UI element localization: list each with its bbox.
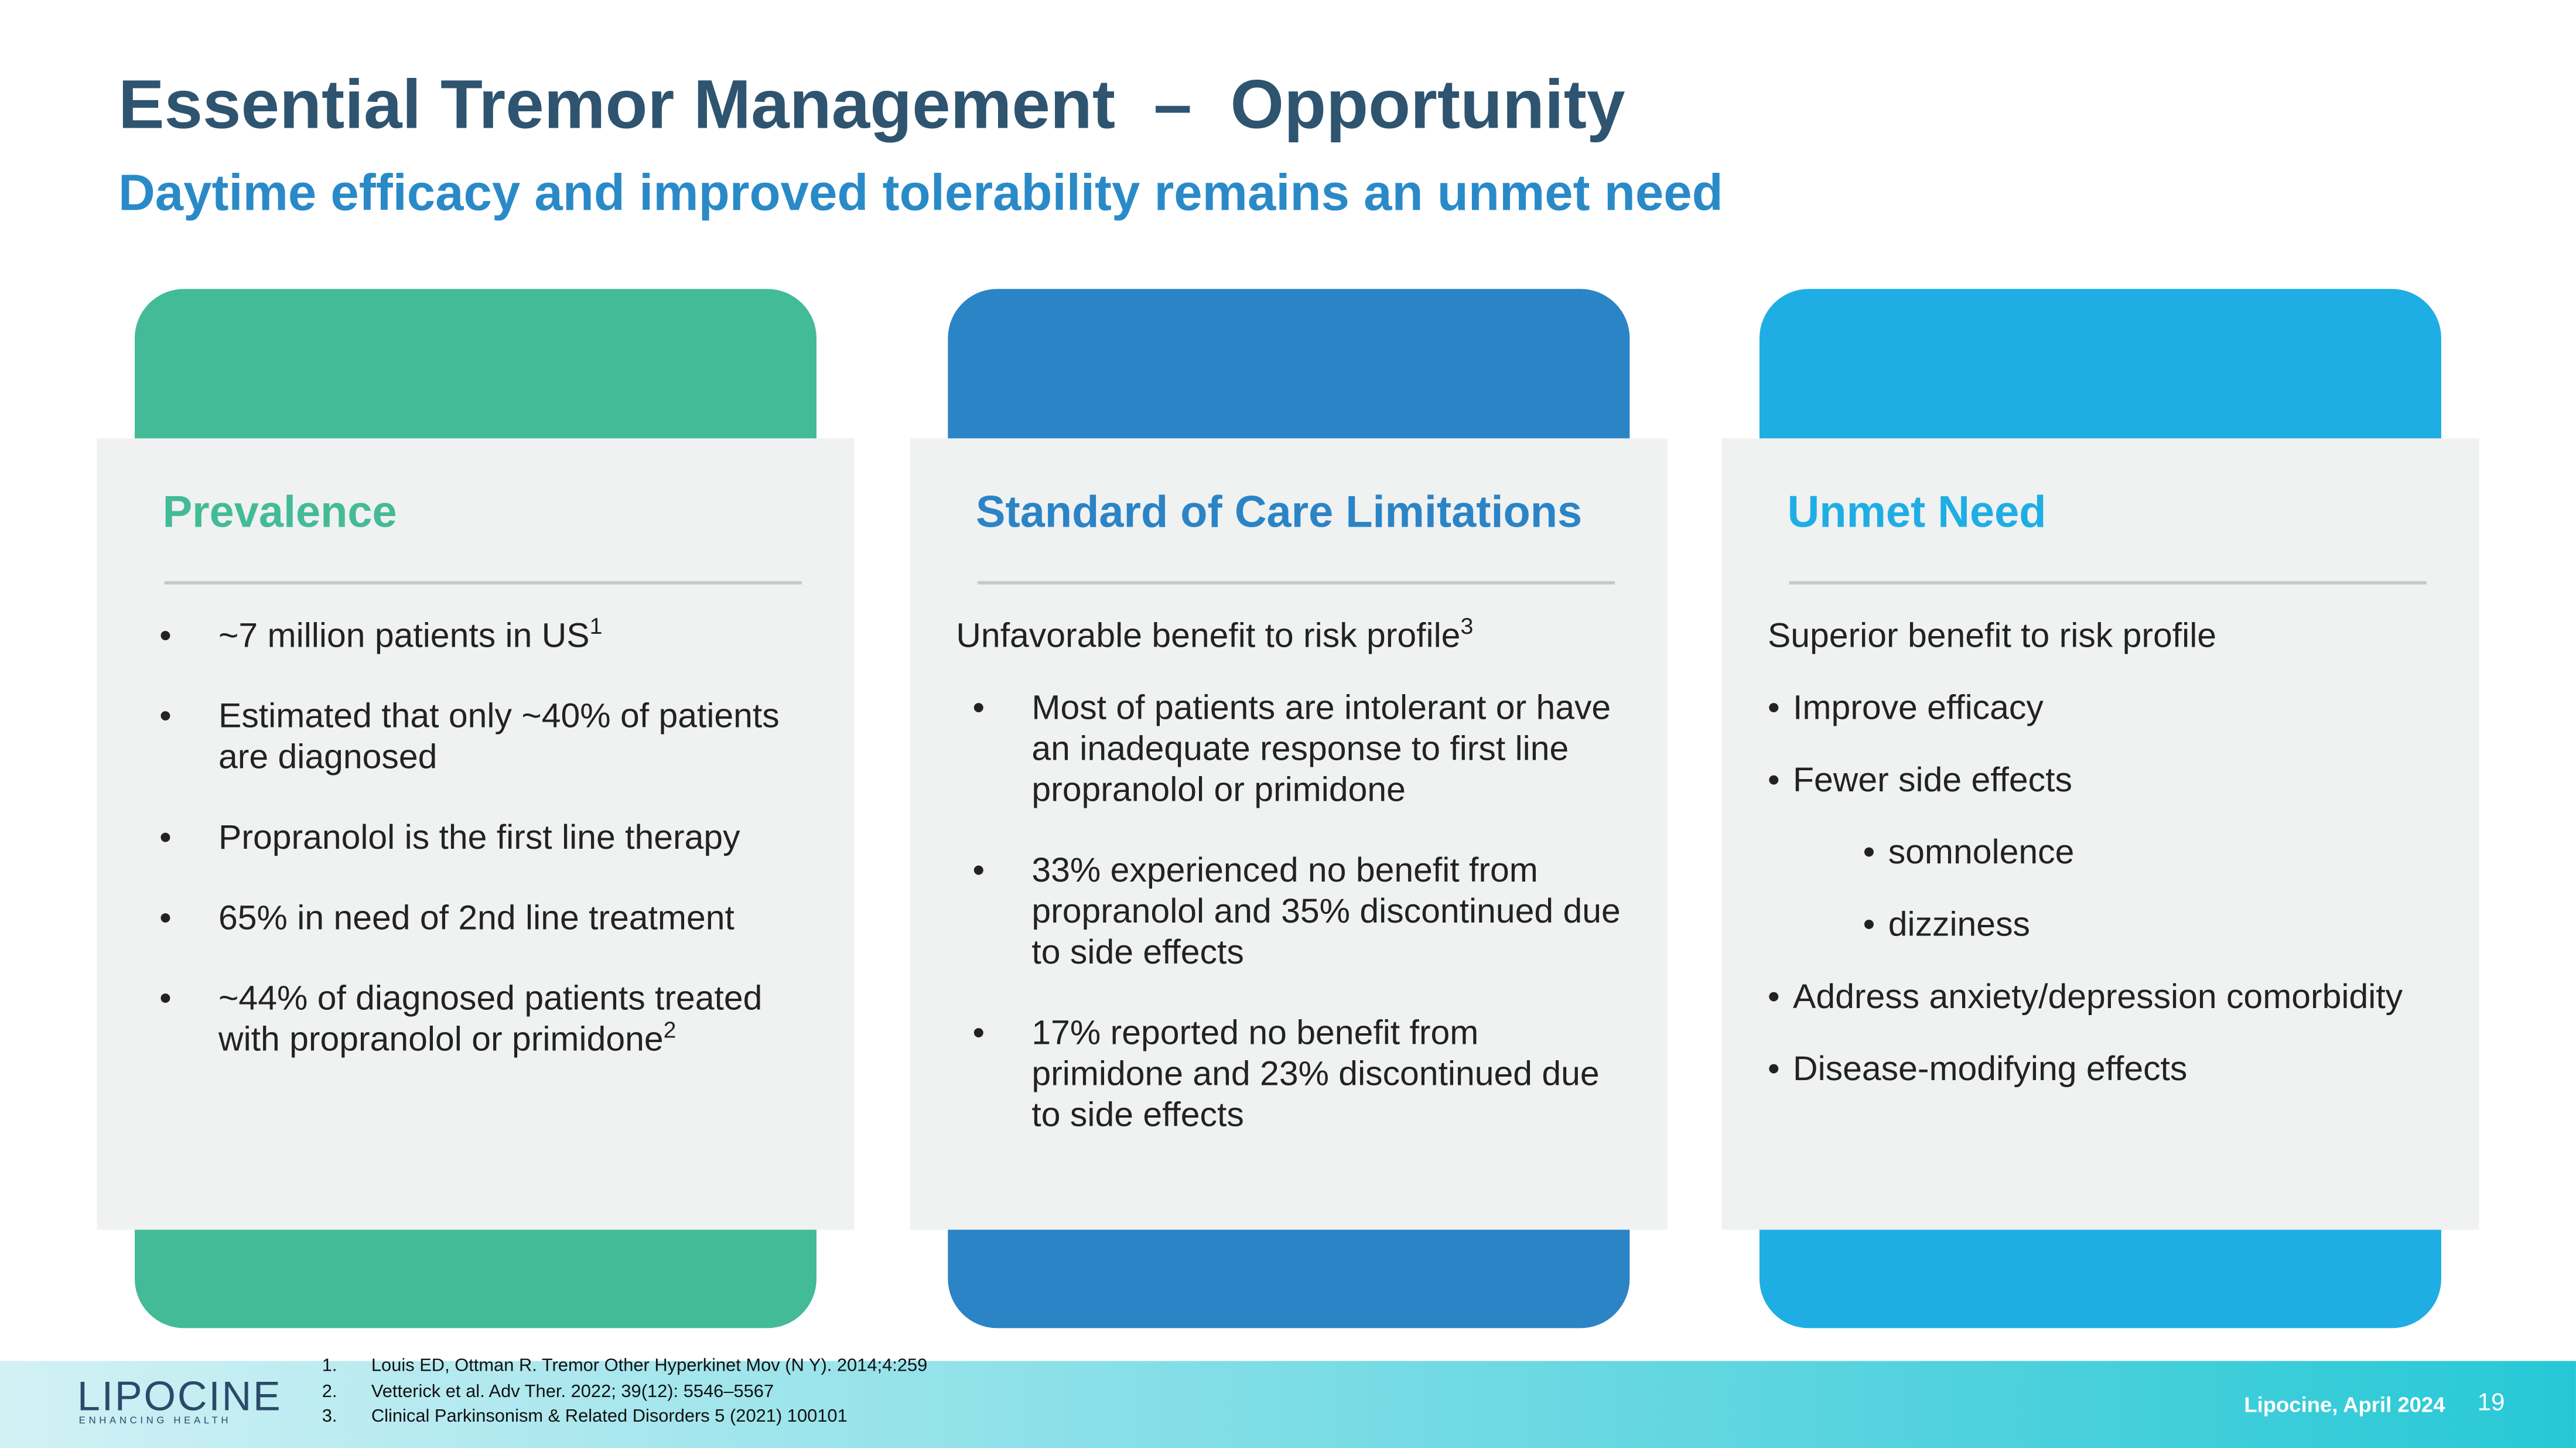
bullet: • xyxy=(159,980,172,1018)
footnote-number: 1. xyxy=(322,1356,337,1376)
bullet-item: • Estimated that only ~40% of patients ar… xyxy=(143,696,816,778)
bullet-item: • ~7 million patients in US1 xyxy=(143,614,816,657)
item-text: 33% experienced no benefit from proprano… xyxy=(1031,852,1621,972)
intro-text: Unfavorable benefit to risk profile xyxy=(956,617,1461,655)
divider xyxy=(977,581,1615,585)
subtitle: Daytime efficacy and improved tolerabili… xyxy=(118,164,1723,222)
bullet: • xyxy=(1767,689,1780,728)
bullet-item: • Propranolol is the first line therapy xyxy=(143,818,816,859)
item-text: Disease-modifying effects xyxy=(1793,1050,2188,1089)
item-text: Estimated that only ~40% of patients are… xyxy=(218,698,780,777)
bullet: • xyxy=(1767,1050,1780,1089)
bullet: • xyxy=(972,852,985,890)
logo-tagline: ENHANCING HEALTH xyxy=(78,1416,232,1427)
bullet: • xyxy=(159,617,172,655)
footer-source: Lipocine, April 2024 xyxy=(2244,1392,2445,1417)
item-text: Improve efficacy xyxy=(1793,689,2044,728)
item-text: ~44% of diagnosed patients treated with … xyxy=(218,980,763,1059)
card-tab xyxy=(134,289,816,453)
card-bottom xyxy=(134,1230,816,1329)
card-bottom xyxy=(1759,1230,2441,1329)
superscript: 3 xyxy=(1460,612,1474,639)
card-tab xyxy=(948,289,1630,453)
bullet: • xyxy=(159,698,172,736)
intro-text: Superior benefit to risk profile xyxy=(1767,617,2217,655)
sub-item-text: dizziness xyxy=(1888,906,2030,944)
card-panel: Unmet Need Superior benefit to risk profi… xyxy=(1721,438,2479,1230)
bullet-item: • 33% experienced no benefit from propran… xyxy=(956,851,1629,974)
item-text: 17% reported no benefit from primidone a… xyxy=(1031,1015,1600,1135)
bullet-item: • 17% reported no benefit from primidone … xyxy=(956,1013,1629,1136)
bullet: • xyxy=(159,819,172,858)
card-content: Unfavorable benefit to risk profile3 • Mos… xyxy=(956,614,1629,1176)
card-content: Superior benefit to risk profile • Improve… xyxy=(1768,616,2441,1121)
sub-item-text: somnolence xyxy=(1888,834,2075,872)
bullet: • xyxy=(1767,761,1780,800)
bullet: • xyxy=(1863,834,1875,872)
superscript: 2 xyxy=(663,1016,677,1043)
bullet-item: • Disease-modifying effects xyxy=(1768,1049,2441,1090)
footer-band xyxy=(0,1361,2576,1448)
page-number: 19 xyxy=(2477,1389,2505,1417)
superscript: 1 xyxy=(589,612,603,639)
card-panel: Prevalence • ~7 million patients in US1 • Es… xyxy=(97,438,855,1230)
bullet-item: • ~44% of diagnosed patients treated with… xyxy=(143,978,816,1060)
bullet: • xyxy=(972,689,985,728)
item-text: Propranolol is the first line therapy xyxy=(218,819,740,858)
item-text: 65% in need of 2nd line treatment xyxy=(218,899,734,938)
card-title: Prevalence xyxy=(162,487,397,537)
footnote-text: Clinical Parkinsonism & Related Disorder… xyxy=(371,1406,848,1427)
logo: LIPOCINE xyxy=(77,1374,282,1420)
card-intro: Superior benefit to risk profile xyxy=(1768,616,2441,657)
footnote-number: 3. xyxy=(322,1406,337,1427)
item-text: Address anxiety/depression comorbidity xyxy=(1793,978,2403,1016)
bullet-item: • 65% in need of 2nd line treatment xyxy=(143,898,816,939)
bullet-item: • Fewer side effects • somnolence • dizziness xyxy=(1768,760,2441,946)
title: Essential Tremor Management – Opportunit… xyxy=(118,66,1625,143)
card-content: • ~7 million patients in US1 • Estimated th… xyxy=(143,614,816,1100)
footnote-text: Vetterick et al. Adv Ther. 2022; 39(12):… xyxy=(371,1381,774,1402)
bullet: • xyxy=(1767,978,1780,1016)
card-panel: Standard of Care Limitations Unfavorable … xyxy=(910,438,1668,1230)
bullet-item: • Most of patients are intolerant or have… xyxy=(956,688,1629,811)
bullet: • xyxy=(972,1015,985,1053)
item-text: Fewer side effects xyxy=(1793,761,2072,800)
item-text: Most of patients are intolerant or have … xyxy=(1031,689,1611,810)
card-bottom xyxy=(948,1230,1630,1329)
sub-item: • dizziness xyxy=(1863,904,2441,945)
item-text: ~7 million patients in US xyxy=(218,617,590,655)
footnote-number: 2. xyxy=(322,1381,337,1402)
card-title: Standard of Care Limitations xyxy=(976,487,1583,537)
sub-item: • somnolence xyxy=(1863,832,2441,873)
bullet-item: • Address anxiety/depression comorbidity xyxy=(1768,977,2441,1018)
card-intro: Unfavorable benefit to risk profile3 xyxy=(956,614,1629,657)
bullet-item: • Improve efficacy xyxy=(1768,688,2441,729)
card-tab xyxy=(1759,289,2441,453)
divider xyxy=(164,581,802,585)
card-title: Unmet Need xyxy=(1787,487,2047,537)
bullet: • xyxy=(1863,906,1875,944)
bullet: • xyxy=(159,899,172,938)
divider xyxy=(1789,581,2427,585)
footnote-text: Louis ED, Ottman R. Tremor Other Hyperki… xyxy=(371,1356,928,1376)
